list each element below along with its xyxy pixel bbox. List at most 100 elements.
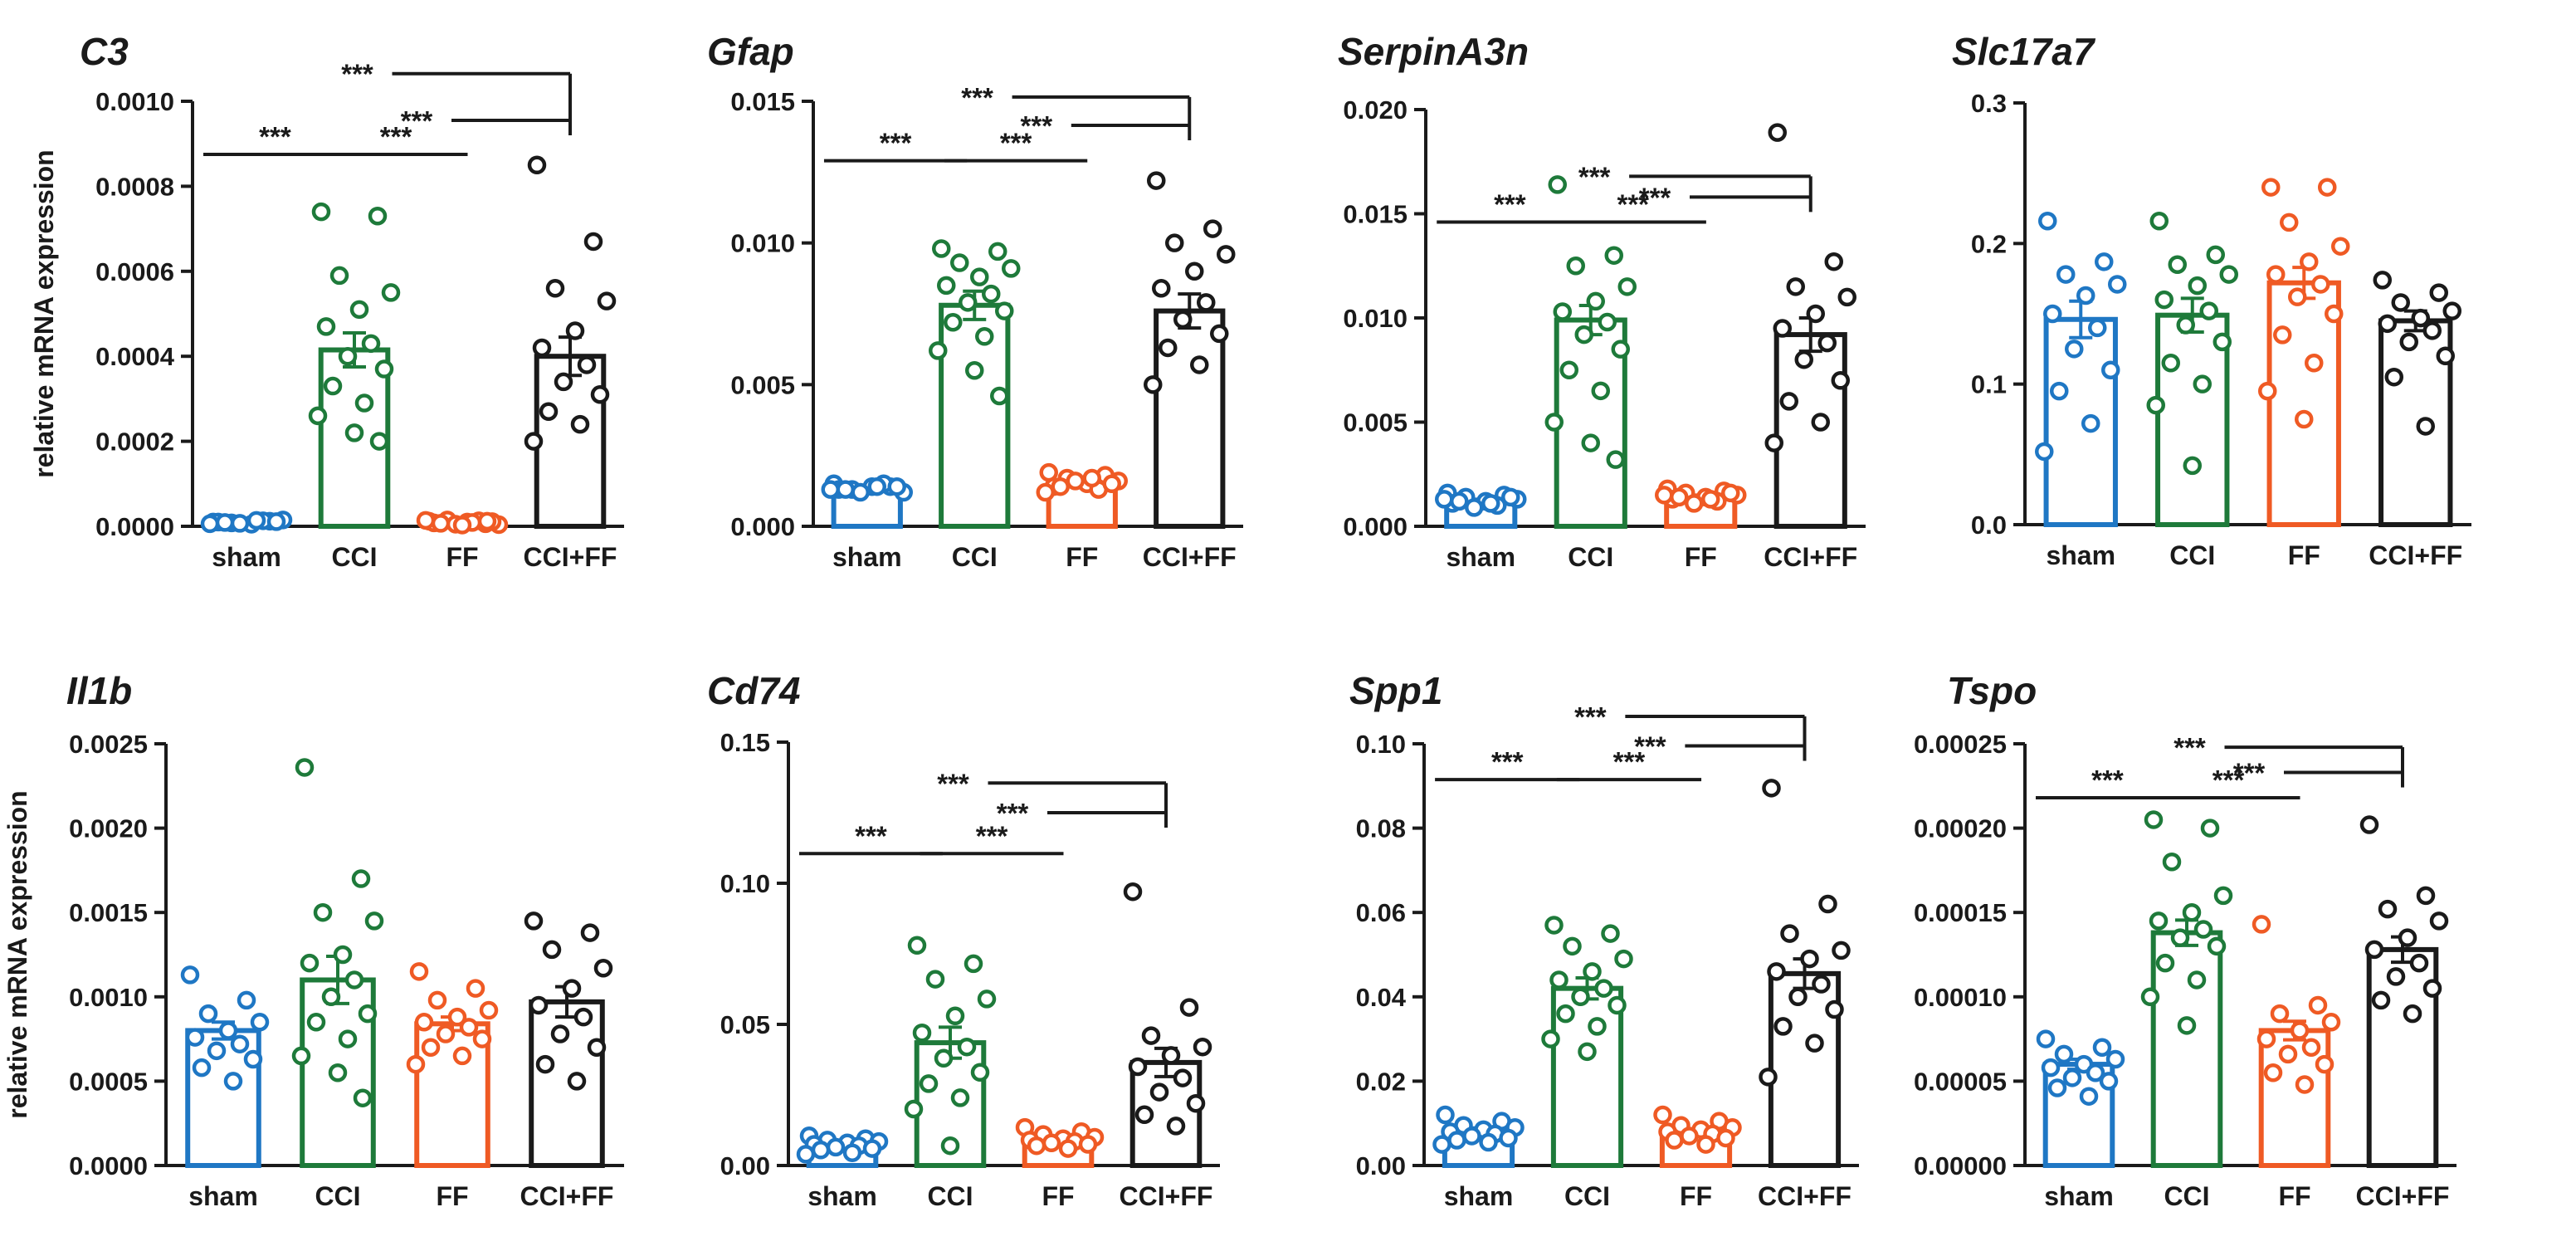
data-point (1818, 894, 1837, 914)
data-point (2311, 275, 2330, 294)
data-point (975, 327, 994, 346)
data-point (2176, 315, 2195, 335)
y-tick-label: 0.0006 (95, 257, 174, 286)
data-point (535, 1054, 555, 1074)
data-point (2095, 252, 2114, 271)
data-point (2429, 283, 2448, 302)
data-point (959, 293, 978, 312)
y-tick-label: 0.10 (720, 869, 770, 898)
category-label: CCI (1568, 542, 1613, 572)
category-label: CCI (2169, 540, 2215, 570)
data-point (1812, 975, 1831, 994)
data-point (580, 923, 600, 942)
data-point (937, 276, 956, 296)
data-point (2056, 265, 2076, 284)
data-point (466, 979, 485, 998)
data-point (573, 1007, 593, 1027)
data-point (1166, 1117, 1186, 1136)
data-point (2261, 178, 2281, 197)
data-point (527, 155, 547, 175)
y-tick-label: 0.02 (1356, 1067, 1406, 1096)
data-point (1591, 381, 1610, 401)
data-point (1824, 252, 1843, 271)
data-point (2384, 367, 2403, 387)
data-point (2199, 301, 2218, 320)
category-label: CCI+FF (1120, 1181, 1213, 1211)
data-point (1655, 486, 1674, 505)
chart-panel-gfap: Gfap 0.000 0.005 0.010 0.015 sham CCI FF CCI+FF *… (707, 30, 1243, 572)
data-point (2273, 325, 2292, 345)
data-point (970, 267, 989, 286)
data-point (328, 1063, 348, 1082)
chart-title: Gfap (707, 30, 794, 73)
y-axis-label: relative mRNA expression (2, 790, 32, 1118)
significance-label: *** (1634, 731, 1666, 762)
data-point (2108, 275, 2127, 294)
data-point (524, 432, 544, 451)
category-label: CCI+FF (2356, 1181, 2450, 1211)
data-point (1462, 1126, 1481, 1146)
data-point (1786, 277, 1805, 296)
data-point (1051, 476, 1070, 496)
data-point (1501, 487, 1520, 507)
data-point (2359, 815, 2379, 834)
data-point (1544, 916, 1564, 935)
data-point (414, 1013, 434, 1032)
y-tick-label: 0.00020 (1914, 814, 2007, 843)
data-point (2140, 987, 2160, 1007)
chart-title: C3 (80, 30, 129, 73)
significance-label: *** (2233, 758, 2266, 789)
data-point (1027, 1136, 1046, 1156)
data-point (1197, 293, 1216, 312)
data-point (1102, 474, 1121, 494)
data-point (1701, 490, 1720, 509)
data-point (2256, 1029, 2276, 1048)
data-point (2144, 810, 2164, 829)
data-point (977, 990, 997, 1009)
category-label: CCI (331, 542, 377, 572)
data-point (1817, 333, 1837, 353)
data-point (925, 970, 945, 989)
y-tick-label: 0.0 (1971, 511, 2007, 540)
data-point (308, 406, 328, 426)
data-point (295, 758, 315, 777)
y-tick-label: 0.00005 (1914, 1067, 2007, 1096)
category-label: FF (2288, 540, 2320, 570)
data-point (2331, 237, 2350, 256)
y-tick-label: 0.0010 (69, 983, 148, 1012)
y-tick-label: 0.06 (1356, 898, 1406, 927)
y-tick-label: 0.005 (730, 370, 795, 399)
chart-panel-spp1: Spp1 0.00 0.02 0.04 0.06 0.08 0.10 sham CCI FF CCI… (1349, 669, 1859, 1211)
data-point (912, 1023, 932, 1043)
data-point (1588, 1017, 1607, 1036)
bar-cci+ff (529, 999, 605, 1168)
data-point (2162, 852, 2182, 872)
data-point (796, 1145, 816, 1164)
data-point (230, 1034, 250, 1053)
data-point (990, 386, 1009, 406)
data-point (2398, 928, 2417, 947)
data-point (358, 1004, 378, 1024)
category-label: CCI (927, 1181, 973, 1211)
data-point (940, 1136, 960, 1156)
data-point (1611, 340, 1630, 359)
data-point (2429, 911, 2449, 931)
data-point (1161, 1046, 1181, 1065)
data-point (472, 1029, 492, 1048)
data-point (230, 514, 250, 533)
category-label: sham (1446, 542, 1515, 572)
data-point (2200, 819, 2220, 838)
category-label: CCI+FF (520, 1181, 614, 1211)
category-label: FF (436, 1181, 468, 1211)
data-point (1574, 325, 1593, 345)
data-point (944, 312, 963, 332)
y-tick-label: 0.10 (1356, 730, 1406, 759)
data-point (1144, 375, 1163, 394)
data-point (2373, 271, 2392, 290)
data-point (2054, 1044, 2074, 1064)
data-point (243, 1049, 263, 1069)
data-point (246, 511, 266, 530)
y-axis-label: relative mRNA expression (29, 149, 59, 477)
data-point (1685, 494, 1704, 513)
data-point (369, 432, 389, 451)
